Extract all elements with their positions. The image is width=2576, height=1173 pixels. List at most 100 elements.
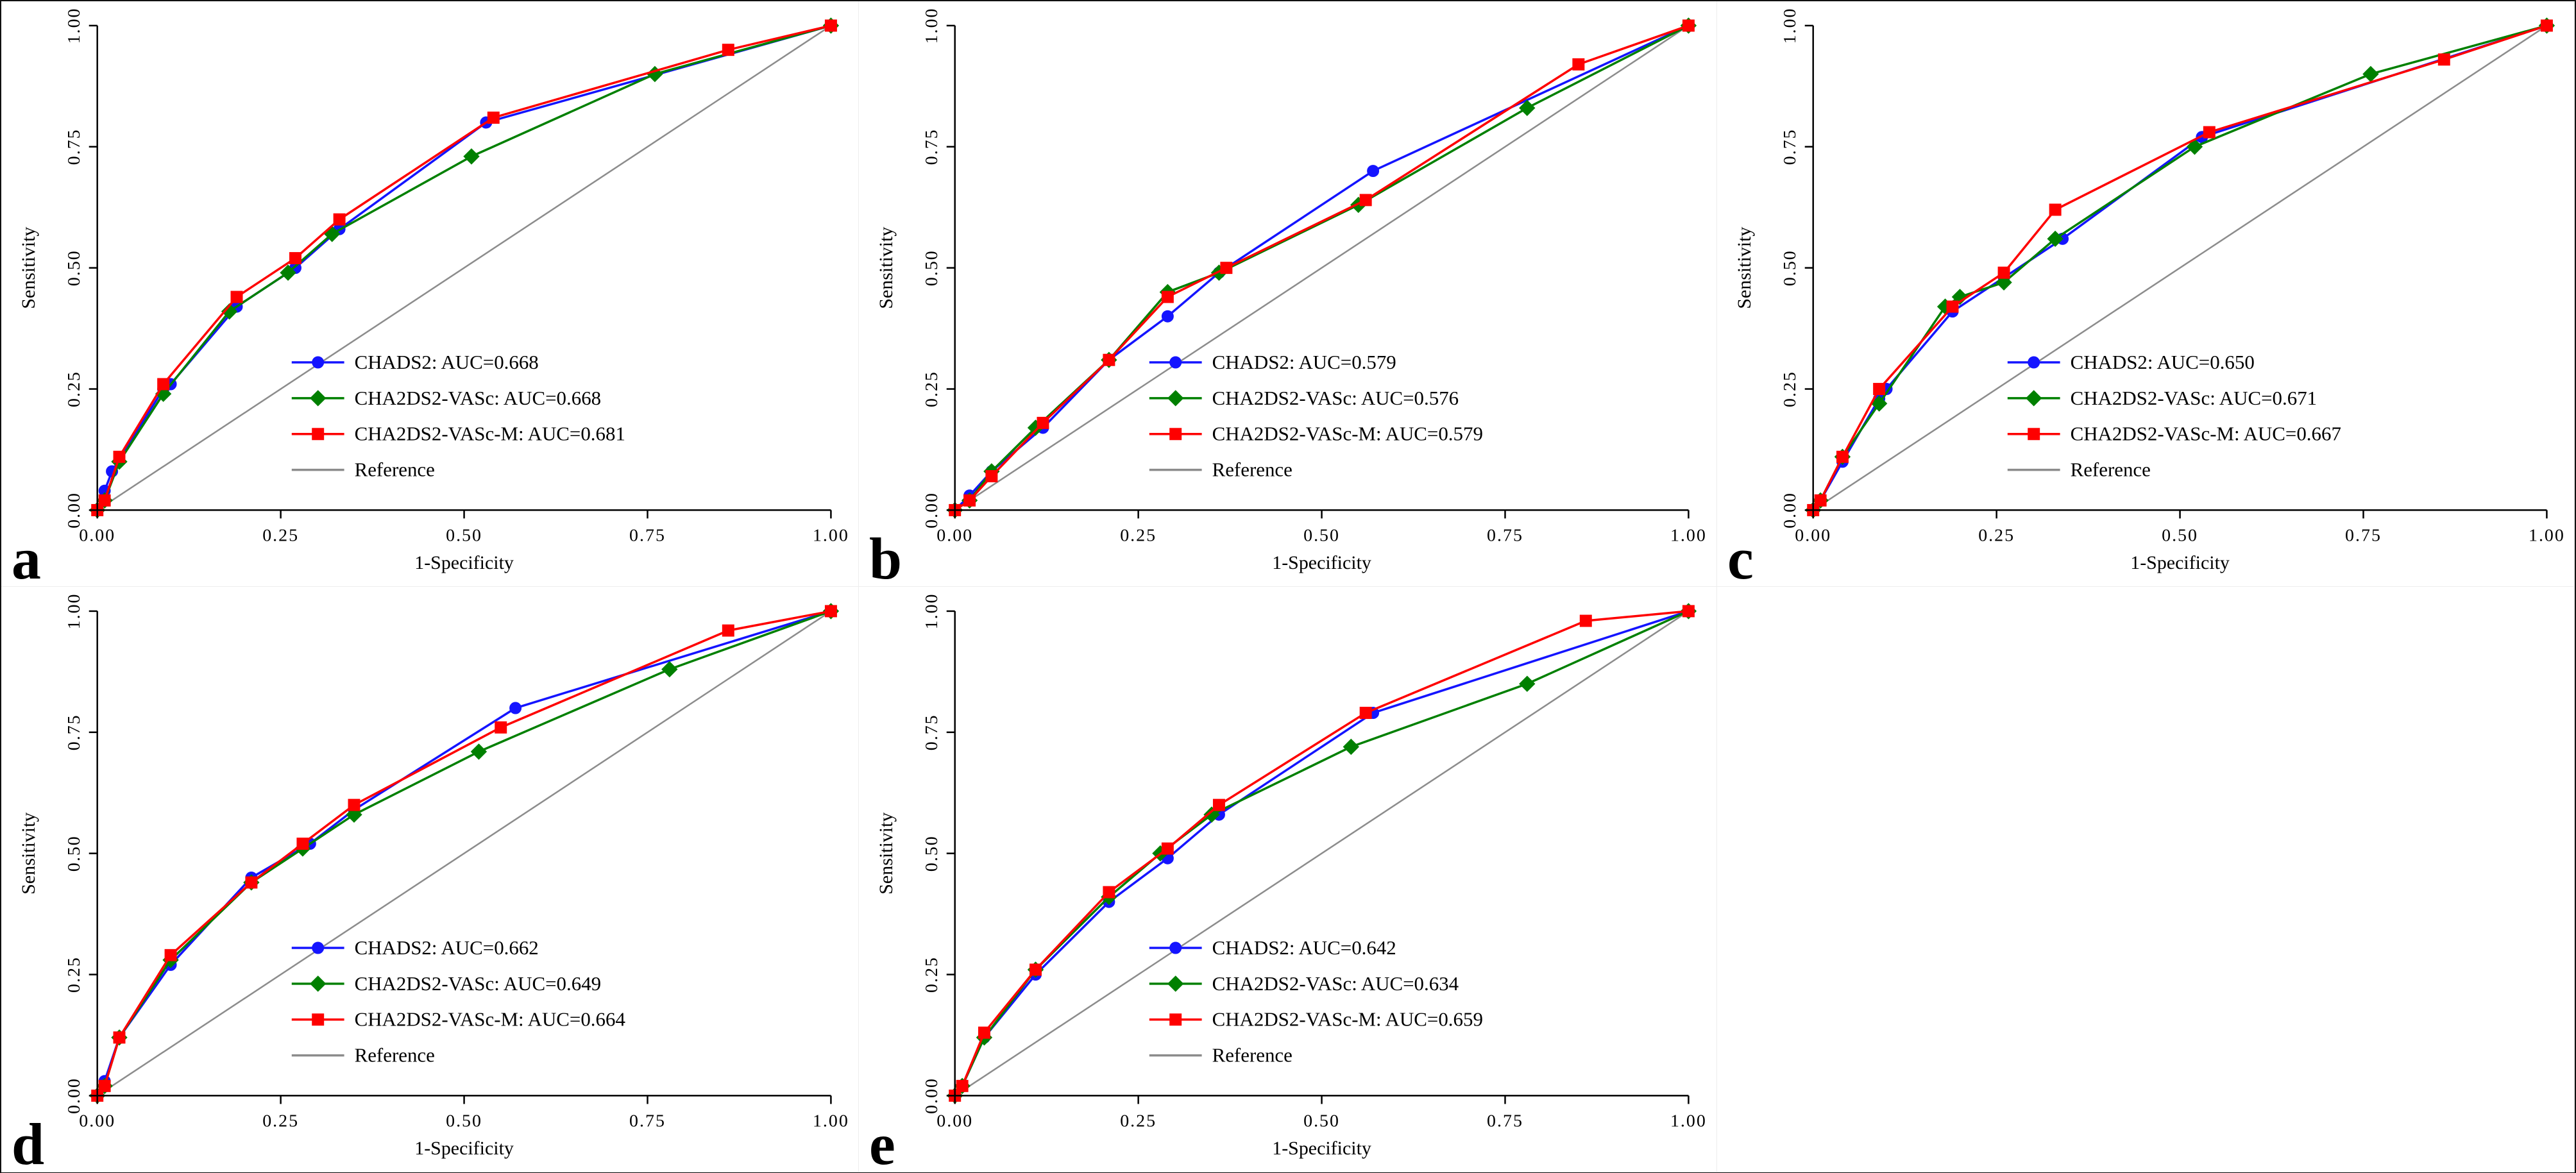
svg-text:0.00: 0.00	[1795, 525, 1831, 545]
marker-diamond	[463, 148, 480, 165]
panel-letter: c	[1727, 526, 1754, 586]
marker-square	[985, 470, 998, 483]
marker-square	[956, 1079, 969, 1092]
y-axis-title: Sensitivity	[876, 813, 897, 895]
legend-label: CHA2DS2-VASc-M: AUC=0.664	[355, 1008, 625, 1031]
marker-square	[1360, 194, 1372, 207]
marker-square	[824, 19, 837, 32]
marker-square	[1814, 494, 1827, 507]
y-axis: 0.00 0.25 0.50 0.75 1.00 Sensitivity	[1734, 7, 1814, 528]
marker-square	[312, 428, 325, 441]
svg-text:0.25: 0.25	[262, 525, 299, 545]
x-axis: 0.00 0.25 0.50 0.75 1.00 1-Specificity	[79, 509, 848, 573]
svg-text:0.25: 0.25	[1978, 525, 2015, 545]
svg-text:1.00: 1.00	[922, 7, 942, 44]
legend: CHADS2: AUC=0.668 CHA2DS2-VASc: AUC=0.668…	[291, 351, 625, 481]
marker-diamond	[310, 390, 326, 407]
marker-square	[2027, 428, 2040, 441]
legend-label: CHADS2: AUC=0.642	[1212, 936, 1396, 959]
svg-text:0.75: 0.75	[629, 525, 666, 545]
svg-text:0.00: 0.00	[64, 492, 84, 528]
y-axis: 0.00 0.25 0.50 0.75 1.00 Sensitivity	[18, 593, 98, 1114]
y-axis: 0.00 0.25 0.50 0.75 1.00 Sensitivity	[18, 7, 98, 528]
y-axis-title: Sensitivity	[876, 227, 897, 309]
marker-square	[824, 605, 837, 618]
legend-label: CHA2DS2-VASc: AUC=0.634	[1212, 972, 1459, 995]
svg-text:0.75: 0.75	[2345, 525, 2382, 545]
reference-line	[1812, 24, 2547, 511]
legend-label: CHA2DS2-VASc: AUC=0.576	[1212, 387, 1459, 409]
marker-square	[1360, 707, 1372, 720]
svg-text:1.00: 1.00	[922, 593, 942, 630]
marker-square	[245, 876, 258, 889]
panel-a: 0.00 0.25 0.50 0.75 1.00 Sensitivity 0.00 0.25 0…	[1, 1, 860, 587]
legend-label: Reference	[355, 459, 435, 481]
svg-text:0.50: 0.50	[1303, 525, 1340, 545]
marker-circle	[1169, 941, 1182, 954]
panel-d: 0.00 0.25 0.50 0.75 1.00 Sensitivity 0.00 0.25 0…	[1, 587, 860, 1173]
legend: CHADS2: AUC=0.650 CHA2DS2-VASc: AUC=0.671…	[2007, 351, 2341, 481]
panel-c: 0.00 0.25 0.50 0.75 1.00 Sensitivity 0.00 0.25 0…	[1716, 1, 2575, 587]
marker-square	[1580, 614, 1593, 627]
panel-letter: e	[869, 1111, 895, 1172]
marker-circle	[509, 702, 522, 714]
y-axis-title: Sensitivity	[18, 227, 39, 309]
marker-circle	[1162, 310, 1174, 323]
marker-square	[289, 252, 301, 265]
svg-text:0.00: 0.00	[922, 492, 942, 528]
svg-text:0.50: 0.50	[922, 249, 942, 286]
marker-square	[1169, 1013, 1182, 1026]
legend: CHADS2: AUC=0.579 CHA2DS2-VASc: AUC=0.576…	[1149, 351, 1483, 481]
x-axis: 0.00 0.25 0.50 0.75 1.00 1-Specificity	[79, 1095, 848, 1159]
marker-square	[1103, 886, 1115, 899]
plot-background	[1, 1, 859, 587]
marker-square	[1572, 58, 1585, 71]
marker-square	[1162, 842, 1174, 855]
svg-text:0.50: 0.50	[64, 249, 84, 286]
marker-diamond	[661, 661, 678, 678]
svg-text:0.25: 0.25	[1121, 1111, 1157, 1131]
marker-square	[2203, 126, 2216, 139]
svg-text:0.00: 0.00	[937, 1111, 974, 1131]
marker-square	[487, 111, 500, 124]
svg-text:1.00: 1.00	[1779, 7, 1799, 44]
svg-text:0.00: 0.00	[64, 1077, 84, 1114]
x-axis: 0.00 0.25 0.50 0.75 1.00 1-Specificity	[937, 509, 1706, 573]
marker-square	[1220, 262, 1233, 274]
marker-square	[1162, 291, 1174, 303]
svg-text:0.50: 0.50	[922, 835, 942, 872]
marker-circle	[312, 356, 325, 369]
x-axis-title: 1-Specificity	[2130, 552, 2230, 573]
svg-text:0.50: 0.50	[446, 525, 482, 545]
svg-text:0.25: 0.25	[64, 371, 84, 407]
marker-diamond	[280, 264, 296, 281]
marker-diamond	[2186, 139, 2203, 155]
marker-diamond	[2047, 230, 2063, 248]
svg-text:0.75: 0.75	[64, 714, 84, 751]
x-axis-title: 1-Specificity	[1273, 552, 1372, 573]
reference-line	[954, 24, 1690, 511]
svg-text:1.00: 1.00	[64, 7, 84, 44]
x-axis-title: 1-Specificity	[1273, 1138, 1372, 1159]
marker-square	[1030, 963, 1042, 976]
y-axis-title: Sensitivity	[1734, 227, 1755, 309]
marker-square	[333, 213, 346, 226]
marker-diamond	[1343, 738, 1360, 755]
svg-text:0.50: 0.50	[64, 835, 84, 872]
legend: CHADS2: AUC=0.662 CHA2DS2-VASc: AUC=0.649…	[291, 936, 625, 1067]
marker-square	[2049, 203, 2062, 216]
svg-text:0.75: 0.75	[1779, 128, 1799, 165]
marker-square	[722, 624, 734, 637]
marker-square	[2437, 53, 2450, 66]
marker-diamond	[1167, 975, 1184, 992]
marker-square	[157, 378, 170, 391]
svg-text:0.75: 0.75	[64, 128, 84, 165]
marker-diamond	[310, 975, 326, 992]
marker-square	[113, 1031, 126, 1044]
svg-text:0.75: 0.75	[629, 1111, 666, 1131]
svg-text:0.25: 0.25	[262, 1111, 299, 1131]
reference-line	[954, 611, 1690, 1097]
